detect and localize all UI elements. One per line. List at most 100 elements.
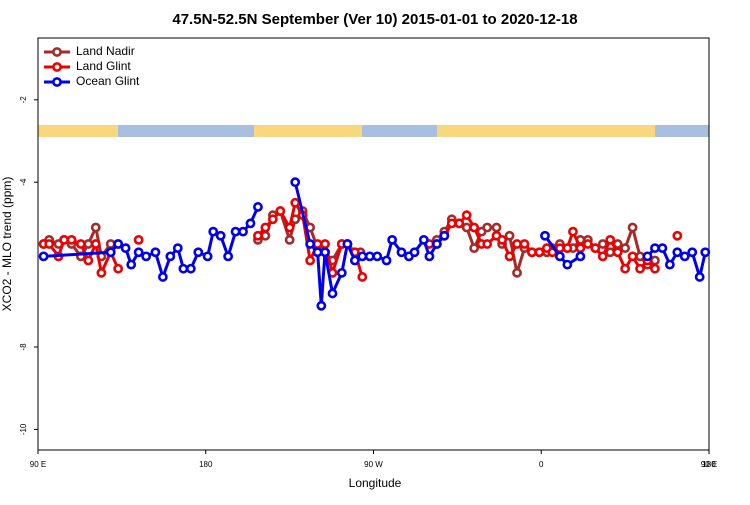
data-point [305, 255, 316, 266]
data-point [133, 234, 144, 245]
data-point [605, 247, 616, 258]
data-point [38, 251, 49, 262]
x-tick-label: 0 [539, 460, 544, 469]
data-point [642, 251, 653, 262]
land-strip [437, 125, 655, 137]
data-point [223, 251, 234, 262]
data-point [627, 222, 638, 233]
land-strip [38, 125, 118, 137]
data-point [105, 247, 116, 258]
data-point [202, 251, 213, 262]
legend-marker [52, 47, 62, 57]
chart-title: 47.5N-52.5N September (Ver 10) 2015-01-0… [172, 11, 577, 28]
data-point [253, 202, 263, 212]
data-point [59, 234, 69, 245]
x-axis-label: Longitude [349, 476, 402, 490]
data-point [90, 239, 101, 249]
data-point [482, 239, 493, 249]
data-point [694, 272, 705, 282]
data-point [75, 239, 86, 249]
data-point [582, 239, 593, 249]
data-point [342, 239, 353, 249]
data-point [431, 239, 442, 249]
data-point [424, 251, 435, 262]
data-point [461, 210, 472, 221]
data-point [284, 222, 295, 233]
legend-marker [52, 62, 62, 72]
data-point [635, 251, 645, 262]
data-point [178, 263, 189, 274]
y-axis-label: XCO2 - MLO trend (ppm) [0, 177, 14, 312]
x-tick-label: 180 [702, 460, 716, 469]
data-point [657, 243, 668, 254]
data-point [409, 247, 420, 258]
legend-label: Land Nadir [76, 44, 135, 58]
data-point [316, 300, 327, 311]
data-point [396, 247, 407, 258]
x-tick-label: 90 W [364, 460, 383, 469]
legend-label: Land Glint [76, 59, 131, 73]
data-point [305, 239, 316, 249]
data-point [245, 218, 256, 229]
data-point [454, 218, 465, 229]
data-point [260, 222, 271, 233]
data-point [165, 251, 176, 262]
data-point [336, 267, 347, 278]
data-point [461, 222, 472, 233]
data-point [113, 239, 124, 249]
y-tick-label: -4 [19, 178, 28, 186]
data-point [482, 222, 493, 233]
data-point [562, 243, 573, 254]
data-point [620, 263, 631, 274]
data-point [290, 177, 301, 188]
data-point [590, 243, 601, 254]
data-point [512, 267, 522, 278]
data-point [126, 259, 137, 270]
data-point [260, 230, 271, 241]
data-point [172, 243, 183, 254]
data-point [90, 222, 101, 233]
y-tick-label: -2 [19, 96, 28, 104]
data-point [627, 251, 638, 262]
data-point [230, 226, 241, 237]
data-point [672, 247, 683, 258]
data-point [133, 247, 144, 258]
data-point [83, 255, 94, 266]
data-point [527, 247, 537, 258]
x-tick-label: 90 E [701, 460, 717, 469]
data-point [439, 230, 450, 241]
data-point [504, 251, 515, 262]
data-point [141, 251, 152, 262]
y-tick-label: -8 [19, 343, 28, 351]
data-point [372, 251, 383, 262]
land-strip [254, 125, 362, 137]
data-point [193, 247, 204, 258]
data-point [418, 234, 429, 245]
y-tick-label: -10 [19, 423, 28, 435]
data-point [364, 251, 375, 262]
data-point [672, 230, 683, 241]
data-point [540, 230, 550, 241]
series [38, 177, 711, 311]
data-point [387, 234, 398, 245]
data-point [113, 263, 124, 274]
data-point [650, 243, 660, 254]
data-point [238, 226, 248, 237]
data-point [612, 247, 623, 258]
data-point [597, 251, 608, 262]
data-point [381, 255, 392, 266]
data-point [267, 214, 278, 225]
data-point [290, 197, 301, 208]
data-point [469, 243, 480, 254]
data-point [650, 255, 660, 266]
data-point [568, 226, 578, 237]
data-point [504, 230, 515, 241]
data-point [275, 206, 286, 216]
legend-label: Ocean Glint [76, 74, 140, 88]
data-point [150, 247, 161, 258]
data-point [650, 263, 660, 274]
data-point [497, 234, 508, 245]
land-mask-strip [38, 125, 709, 137]
data-point [208, 226, 219, 237]
